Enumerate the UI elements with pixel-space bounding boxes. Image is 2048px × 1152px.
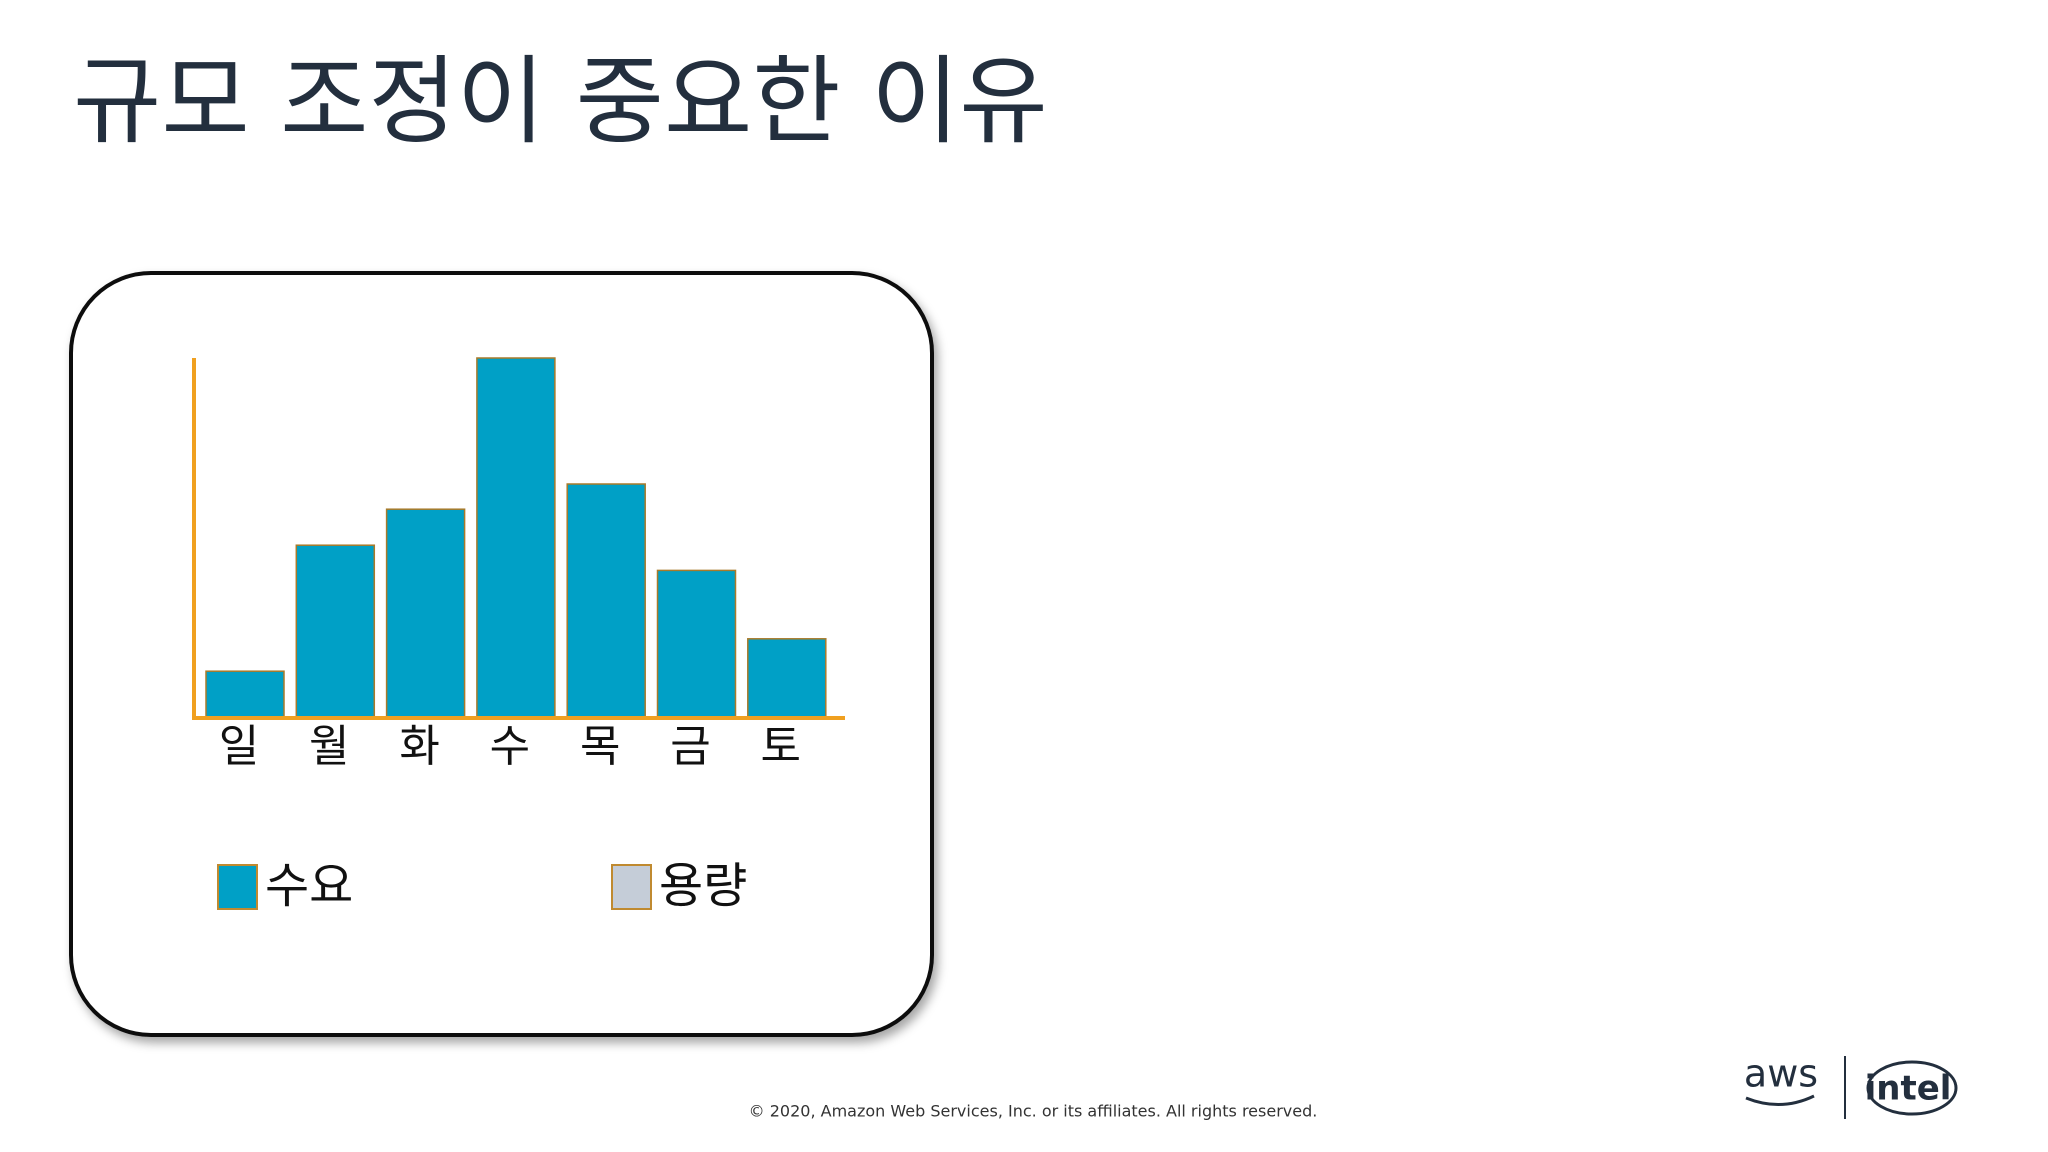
legend-swatch [217, 864, 258, 910]
bar [747, 638, 827, 719]
slide-title: 규모 조정이 중요한 이유 [73, 45, 1048, 157]
bar [656, 569, 737, 719]
legend-label: 수요 [265, 858, 353, 914]
x-tick-label: 토 [761, 721, 801, 772]
bar [205, 670, 285, 719]
intel-logo: intel [1865, 1069, 1952, 1109]
x-tick-label: 일 [219, 721, 259, 772]
bar [385, 508, 466, 719]
aws-smile [1745, 1094, 1815, 1107]
legend-swatch [611, 864, 652, 910]
copyright: © 2020, Amazon Web Services, Inc. or its… [749, 1102, 1318, 1121]
x-tick-label: 목 [580, 721, 620, 772]
plot: 일 월 화 수 목 금 토수요 용량 [192, 357, 845, 914]
bar [295, 544, 376, 719]
x-tick-label: 월 [309, 721, 349, 772]
aws-logo: aws [1744, 1052, 1818, 1096]
x-tick-label: 화 [399, 721, 439, 772]
intel-swoosh [1866, 1060, 1958, 1116]
bar [476, 357, 556, 719]
x-tick-label: 수 [490, 721, 530, 772]
x-tick-label: 금 [670, 721, 710, 772]
legend-label: 용량 [659, 858, 747, 914]
bar [566, 483, 646, 719]
